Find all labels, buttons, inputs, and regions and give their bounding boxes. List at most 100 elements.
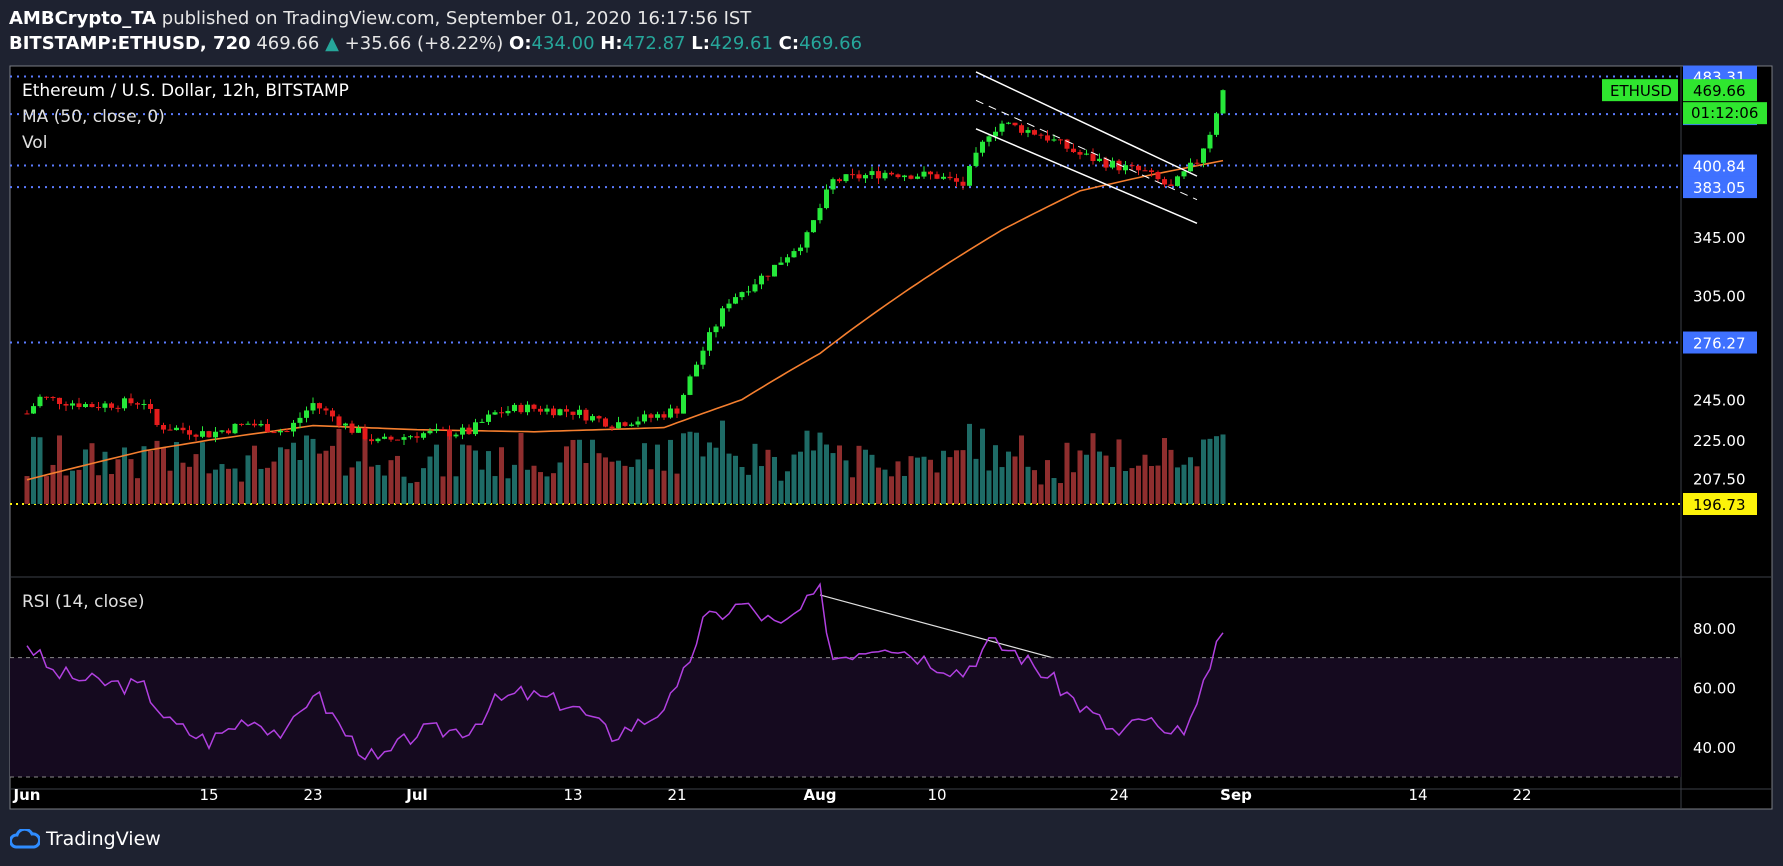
volume-bar [850,477,855,504]
candle [427,430,433,434]
volume-bar [661,470,667,504]
volume-bar [226,468,231,504]
candle [1136,165,1141,171]
last-price-label: 469.66 [1693,82,1746,100]
volume-bar [180,462,186,504]
candle [544,408,550,412]
x-tick-label: Aug [803,786,836,804]
volume-bar [1045,460,1050,504]
candle [401,437,407,440]
volume-bar [414,481,420,504]
candle [1019,125,1024,133]
last-price-tag [1683,79,1757,102]
channel-midline[interactable] [975,99,1198,201]
candle [453,434,459,437]
time-axis[interactable]: Jun 15 23 Jul 13 21 Aug 10 24 Sep 14 22 [13,786,1532,804]
volume-bar [798,451,803,504]
price-axis[interactable]: 483.31446.63400.84383.05345.00305.00276.… [1602,65,1767,758]
rsi-tick-label: 60.00 [1693,679,1736,697]
candle [473,422,478,435]
candle [466,427,472,435]
candle [70,403,75,406]
volume-bar [356,461,361,504]
volume-bar [252,445,257,504]
volume-bar [70,470,75,504]
candle [102,403,108,408]
candle [1038,134,1044,136]
candle [297,417,303,423]
candle [89,404,95,408]
last-price: 469.66 [256,33,320,54]
candle [700,350,706,365]
candle [317,403,322,409]
price-tag [1683,493,1757,515]
candle [395,439,400,441]
candle [271,432,277,434]
volume-bar [973,458,979,504]
candle [512,404,517,411]
y-tick-label: 276.27 [1693,335,1746,353]
candle [330,410,335,417]
volume-bar [655,444,660,504]
candle [128,398,134,404]
volume-bar [122,447,127,504]
candle [1201,148,1206,163]
candle [460,427,465,435]
volume-bar [239,481,244,504]
candle [843,174,849,182]
volume-bar [304,435,309,504]
tradingview-logo[interactable]: TradingView [10,828,161,850]
volume-bar [89,443,95,504]
volume-bar [1181,464,1187,504]
candle [791,251,797,258]
candle [538,408,543,412]
volume-bar [1038,484,1044,504]
volume-bar [421,468,426,504]
author-name[interactable]: AMBCrypto_TA [9,8,157,29]
candle [681,394,686,414]
y-tick-label: 245.00 [1693,392,1746,410]
volume-bar [284,449,290,504]
candle [492,412,498,415]
channel-lower-line[interactable] [975,128,1198,224]
volume-bar [44,476,49,504]
candle [206,431,212,438]
volume-bar [427,456,433,504]
candle [336,416,342,426]
candle [278,431,283,433]
volume-bar [895,461,901,504]
volume-bar [765,449,771,504]
candle [37,396,43,407]
x-tick-label: 23 [303,786,322,804]
volume-bar [401,476,407,504]
candle [83,404,88,408]
volume-bar [369,466,374,504]
volume-bar [1116,439,1122,504]
rsi-legend[interactable]: RSI (14, close) [22,592,145,612]
candle [1188,162,1193,172]
volume-bar [310,438,316,504]
candle [193,434,199,437]
candle [934,174,940,179]
volume-bar [804,430,810,504]
channel-upper-line[interactable] [975,71,1198,177]
volume-bar [128,459,134,504]
candle [31,406,36,414]
candle [830,179,836,190]
candle [187,430,192,435]
volume-bar [577,439,582,504]
candle [902,175,907,178]
candle [837,179,842,182]
volume-bar [856,445,862,504]
candle [778,262,784,265]
chart-title: Ethereum / U.S. Dollar, 12h, BITSTAMP [22,81,349,101]
candle [993,131,998,137]
volume-bar [1077,450,1083,504]
volume-legend[interactable]: Vol [22,133,47,153]
volume-bar [1064,442,1070,504]
candle [252,423,257,426]
up-arrow-icon: ▲ [325,33,339,54]
open-value: 434.00 [531,33,595,54]
ma-legend[interactable]: MA (50, close, 0) [22,107,165,127]
